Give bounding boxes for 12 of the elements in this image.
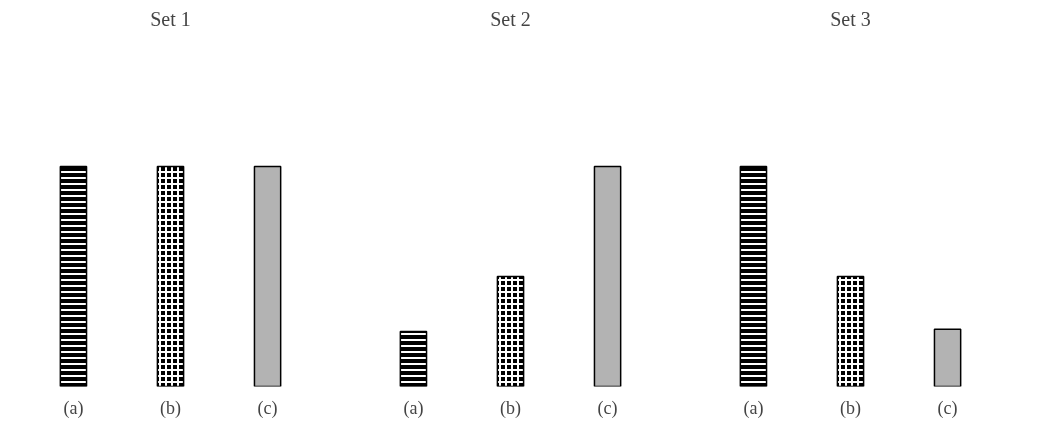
x-tick-label: (b) <box>500 397 522 419</box>
x-tick-label: (c) <box>597 397 618 419</box>
chart-title: Set 1 <box>150 7 191 30</box>
chart-title: Set 2 <box>490 7 531 30</box>
x-tick-label: (c) <box>937 397 958 419</box>
x-tick-label: (b) <box>840 397 862 419</box>
x-tick-label: (b) <box>160 397 182 419</box>
x-tick-label: (a) <box>743 397 764 419</box>
x-tick-label: (a) <box>403 397 424 419</box>
chart-title: Set 3 <box>830 7 871 30</box>
x-tick-label: (c) <box>257 397 278 419</box>
x-tick-label: (a) <box>63 397 84 419</box>
